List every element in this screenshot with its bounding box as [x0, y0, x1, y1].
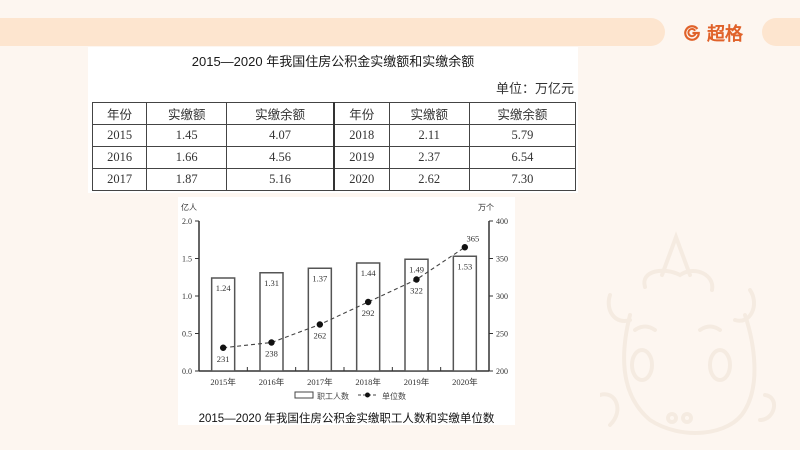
header-cell: 实缴余额 [468, 102, 577, 125]
table-row: 2017 1.87 5.16 2020 2.62 7.30 [91, 168, 577, 191]
brand-logo: 超格 [683, 20, 743, 46]
bar-value-label: 1.24 [216, 283, 232, 293]
right-axis-label: 万个 [478, 203, 494, 212]
table-cell: 7.30 [468, 168, 577, 191]
table-cell: 2.37 [388, 146, 470, 169]
left-axis-label: 亿人 [181, 202, 197, 212]
category-label: 2018年 [355, 377, 381, 387]
line-marker [364, 298, 372, 306]
bar-value-label: 1.44 [361, 268, 377, 278]
line-marker [268, 339, 275, 346]
category-label: 2019年 [404, 377, 430, 387]
unicorn-mascot-watermark [600, 231, 776, 435]
combo-chart: 亿人 万个 0.0 0.5 1.0 1.5 2.0 200 250 300 350 400 1.24 1.… [181, 202, 508, 401]
right-tick-label: 200 [496, 367, 508, 376]
table-cell: 6.54 [468, 146, 577, 169]
table-cell: 1.66 [146, 146, 228, 169]
table-cell: 4.56 [226, 146, 335, 169]
legend-bar-swatch [294, 391, 314, 399]
line-value-label: 238 [265, 349, 278, 359]
line-units [223, 246, 466, 349]
category-label: 2015年 [210, 377, 236, 387]
header-cell: 实缴额 [388, 102, 470, 125]
brand-name: 超格 [707, 24, 743, 45]
bar-value-label: 1.49 [409, 264, 424, 274]
table-panel: 2015—2020 年我国住房公积金实缴额和实缴余额 单位：万亿元 年份 实缴额… [88, 47, 578, 193]
table-cell: 4.07 [226, 124, 335, 147]
right-tick-label: 350 [496, 255, 508, 264]
left-tick-label: 0.5 [182, 330, 192, 339]
table-title: 2015—2020 年我国住房公积金实缴额和实缴余额 [191, 54, 475, 69]
unit-label: 单位：万亿元 [495, 81, 574, 96]
right-tick-label: 400 [496, 217, 508, 226]
left-tick-label: 1.5 [182, 255, 192, 264]
table-cell: 2017 [91, 168, 148, 191]
legend-line-marker [365, 392, 370, 398]
table-cell: 2020 [332, 168, 390, 191]
table-cell: 1.87 [146, 168, 228, 191]
chart-title: 2015—2020 年我国住房公积金实缴职工人数和实缴单位数 [198, 413, 495, 425]
header-cell: 实缴额 [146, 102, 228, 125]
left-tick-label: 2.0 [182, 217, 192, 226]
legend-line-label: 单位数 [382, 391, 406, 401]
category-label: 2016年 [259, 377, 285, 387]
table-cell: 2015 [91, 124, 148, 147]
category-label: 2020年 [452, 377, 478, 387]
table-row: 2016 1.66 4.56 2019 2.37 6.54 [91, 146, 577, 169]
table-cell: 2016 [91, 146, 148, 169]
bar-employees [259, 272, 284, 372]
line-marker [413, 276, 420, 283]
line-marker [219, 344, 227, 351]
bar-value-label: 1.31 [264, 278, 279, 288]
left-tick-label: 0.0 [182, 367, 192, 376]
left-tick-label: 1.0 [182, 292, 192, 301]
bar-employees [452, 255, 478, 372]
line-value-label: 262 [313, 331, 326, 341]
line-value-label: 231 [217, 354, 230, 364]
line-marker [461, 244, 469, 251]
bar-value-label: 1.53 [457, 261, 472, 271]
bar-employees [307, 267, 333, 372]
bar-employees [404, 258, 429, 372]
bar-employees [355, 262, 381, 372]
header-bar-left [0, 18, 665, 46]
table-cell: 1.45 [146, 124, 228, 147]
table-row: 2015 1.45 4.07 2018 2.11 5.79 [91, 124, 577, 147]
line-marker [316, 321, 324, 328]
data-table: 年份 实缴额 实缴余额 年份 实缴额 实缴余额 2015 1.45 4.07 2… [91, 102, 577, 191]
brand-g-icon [684, 25, 700, 41]
header-cell: 年份 [332, 102, 390, 125]
bar-employees [210, 277, 236, 372]
bar-value-label: 1.37 [312, 273, 327, 283]
legend-bar-label: 职工人数 [317, 391, 349, 401]
table-cell: 2019 [332, 146, 390, 169]
line-value-label: 365 [466, 233, 479, 243]
table-cell: 5.79 [468, 124, 577, 147]
line-value-label: 322 [410, 286, 423, 296]
header-cell: 年份 [91, 102, 148, 125]
header-cell: 实缴余额 [226, 102, 335, 125]
table-cell: 5.16 [226, 168, 335, 191]
table-header-row: 年份 实缴额 实缴余额 年份 实缴额 实缴余额 [91, 102, 577, 125]
right-tick-label: 300 [496, 292, 508, 301]
table-cell: 2.11 [388, 124, 470, 147]
chart-panel: 亿人 万个 0.0 0.5 1.0 1.5 2.0 200 250 300 350 400 1.24 1.… [178, 197, 515, 425]
table-cell: 2018 [332, 124, 390, 147]
right-tick-label: 250 [496, 330, 508, 339]
table-cell: 2.62 [388, 168, 470, 191]
header-bar-right [762, 18, 800, 46]
line-value-label: 292 [362, 308, 375, 318]
category-label: 2017年 [307, 377, 333, 387]
